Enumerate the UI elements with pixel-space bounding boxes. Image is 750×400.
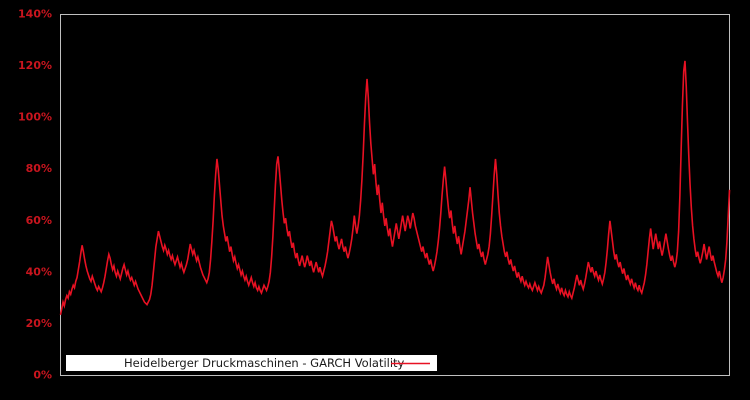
y-tick-label: 140% bbox=[18, 8, 52, 21]
y-tick-label: 0% bbox=[33, 369, 52, 382]
chart-legend[interactable]: Heidelberger Druckmaschinen - GARCH Vola… bbox=[66, 355, 437, 371]
plot-area bbox=[59, 60, 731, 316]
y-tick-label: 100% bbox=[18, 111, 52, 124]
volatility-line-series bbox=[59, 60, 731, 316]
y-tick-label: 80% bbox=[26, 162, 52, 175]
y-axis-tick-labels: 0% 20% 40% 60% 80% 100% 120% 140% bbox=[18, 8, 52, 382]
legend-label: Heidelberger Druckmaschinen - GARCH Vola… bbox=[124, 356, 405, 370]
y-tick-label: 60% bbox=[26, 214, 52, 227]
y-tick-label: 40% bbox=[26, 265, 52, 278]
y-tick-label: 120% bbox=[18, 59, 52, 72]
y-tick-label: 20% bbox=[26, 317, 52, 330]
legend-background bbox=[66, 355, 437, 371]
